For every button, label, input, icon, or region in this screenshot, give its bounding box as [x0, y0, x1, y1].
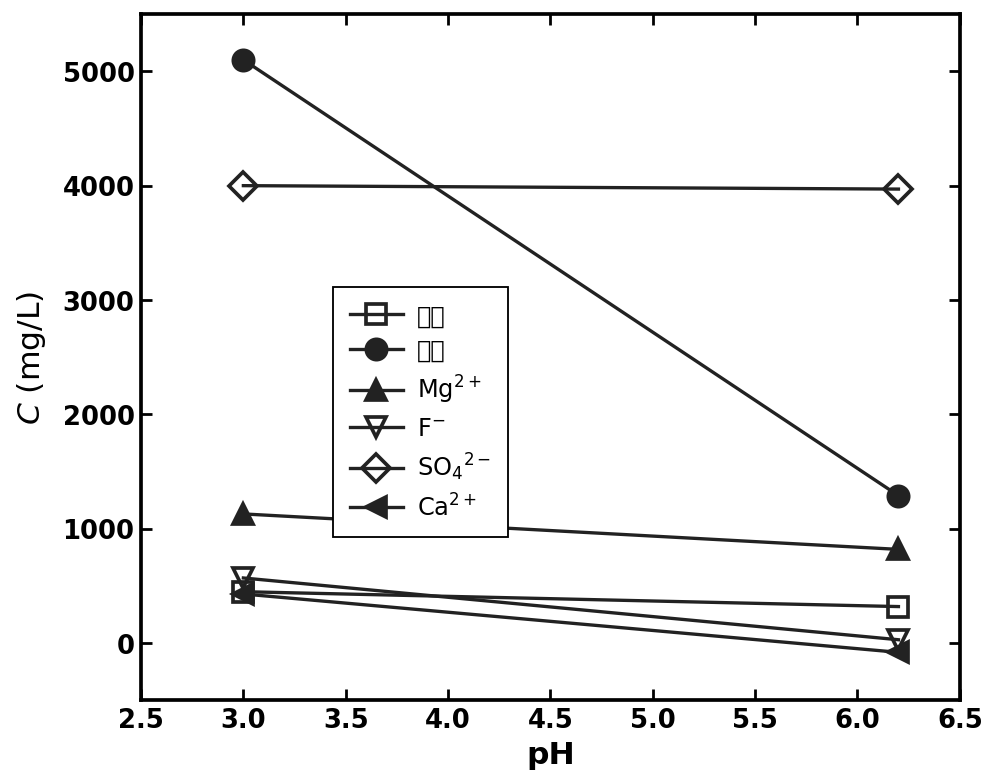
总磷 — [892, 492, 904, 501]
Ca$^{2+}$ — [237, 590, 249, 599]
Line: Mg$^{2+}$: Mg$^{2+}$ — [233, 504, 908, 560]
Legend: 氨氮, 总磷, Mg$^{2+}$, F$^{-}$, SO$_4$$^{2-}$, Ca$^{2+}$: 氨氮, 总磷, Mg$^{2+}$, F$^{-}$, SO$_4$$^{2-}… — [333, 287, 508, 538]
氨氮 — [237, 587, 249, 597]
F$^{-}$ — [892, 635, 904, 644]
X-axis label: pH: pH — [525, 740, 574, 769]
Line: SO$_4$$^{2-}$: SO$_4$$^{2-}$ — [233, 176, 908, 200]
Y-axis label: $C$ (mg/L): $C$ (mg/L) — [15, 291, 48, 425]
Line: 氨氮: 氨氮 — [233, 582, 908, 617]
F$^{-}$ — [237, 573, 249, 583]
氨氮 — [892, 602, 904, 612]
SO$_4$$^{2-}$ — [892, 185, 904, 194]
Mg$^{2+}$ — [237, 510, 249, 519]
Ca$^{2+}$ — [892, 648, 904, 657]
SO$_4$$^{2-}$ — [237, 181, 249, 191]
Line: Ca$^{2+}$: Ca$^{2+}$ — [233, 584, 908, 662]
Line: F$^{-}$: F$^{-}$ — [233, 568, 908, 650]
总磷 — [237, 56, 249, 65]
Mg$^{2+}$ — [892, 545, 904, 554]
Line: 总磷: 总磷 — [233, 50, 908, 506]
